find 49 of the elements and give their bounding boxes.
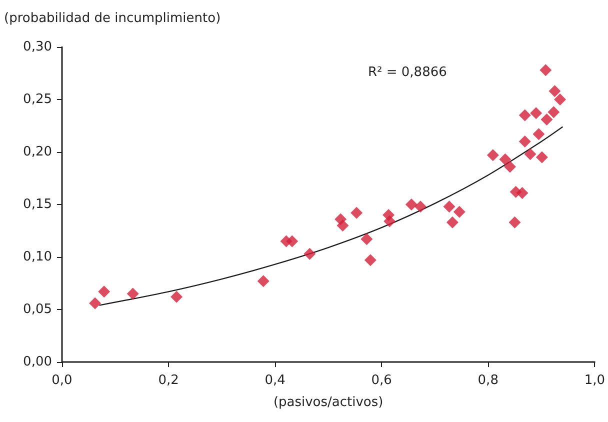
point [98, 286, 110, 298]
y-tick-label: 0,00 [23, 354, 52, 370]
y-tick-label: 0,20 [23, 144, 52, 160]
point [89, 297, 102, 310]
point [504, 160, 516, 173]
point [508, 216, 521, 228]
point [548, 85, 561, 98]
point [518, 136, 531, 148]
point [453, 206, 466, 218]
y-tick-label: 0,15 [23, 197, 52, 212]
point [499, 153, 512, 166]
y-tick-label: 0,05 [23, 302, 52, 317]
y-tick-label: 0,30 [23, 40, 52, 54]
point [414, 200, 426, 213]
point [384, 215, 396, 228]
x-axis-title: (pasivos/activos) [273, 395, 384, 410]
point [257, 275, 270, 288]
point [286, 235, 298, 248]
x-tick-label: 0,8 [478, 373, 498, 388]
point [443, 200, 456, 213]
x-tick-label: 1,0 [584, 373, 606, 388]
point [548, 106, 560, 118]
point [350, 206, 363, 219]
y-tick-label: 0,10 [23, 250, 52, 264]
point [364, 254, 376, 266]
point [304, 248, 316, 260]
point [540, 64, 552, 76]
point [170, 290, 183, 303]
x-tick-label: 0,0 [52, 373, 72, 388]
x-tick-label: 0,6 [371, 373, 392, 388]
point [486, 149, 499, 162]
y-tick-label: 0,25 [23, 92, 52, 107]
point [532, 128, 545, 140]
point [554, 94, 566, 106]
point [360, 233, 373, 246]
point [336, 220, 349, 232]
x-tick-label: 0,2 [158, 373, 179, 388]
y-axis-title: (probabilidad de incumplimiento) [4, 11, 221, 26]
point [405, 198, 418, 210]
point [518, 109, 531, 122]
point [540, 113, 553, 126]
point [524, 148, 536, 160]
point [530, 107, 542, 120]
point [126, 288, 139, 300]
point [516, 186, 528, 199]
annotation: R² = 0,8866 [368, 65, 447, 80]
x-tick-label: 0,4 [264, 373, 286, 388]
point [536, 151, 548, 164]
point [446, 216, 458, 228]
